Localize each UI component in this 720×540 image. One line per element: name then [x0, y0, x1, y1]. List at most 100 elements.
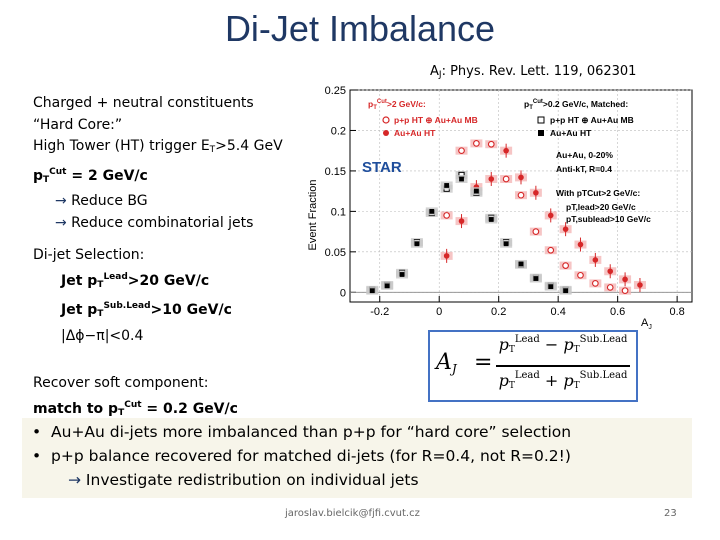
dijet-selection-heading: Di-jet Selection: — [33, 247, 145, 263]
formula-fraction-bar — [496, 365, 630, 367]
match-a: match to p — [33, 400, 119, 417]
pt-cut-sub: T — [43, 174, 50, 185]
legend-filled-circle-marker — [383, 130, 389, 136]
bullet-text-3: Investigate redistribution on individual… — [81, 471, 419, 489]
jet-lead-b: >20 GeV/c — [127, 272, 210, 289]
legend-left-entry-1: Au+Au HT — [394, 128, 436, 138]
formula-den-sublead: Sub.Lead — [579, 370, 628, 381]
constituents-line: Charged + neutral constituents — [33, 95, 254, 111]
x-tick-label: 0.4 — [551, 306, 566, 318]
recover-block: Recover soft component: match to pTCut =… — [33, 373, 238, 424]
legend-right-header: pTCut>0.2 GeV/c, Matched: — [524, 99, 628, 111]
data-point — [414, 241, 420, 247]
info-line-4: pT,sublead>10 GeV/c — [566, 214, 651, 224]
ht-trigger-a: High Tower (HT) trigger E — [33, 138, 210, 154]
hard-core-line: “Hard Core:” — [33, 116, 123, 133]
ht-trigger-line: High Tower (HT) trigger ET>5.4 GeV — [33, 136, 283, 162]
formula-num-t2: T — [573, 345, 580, 355]
info-line-1: Anti-kT, R=0.4 — [556, 164, 612, 174]
legend-left-header-sup: Cut — [377, 99, 387, 105]
data-point — [637, 282, 643, 288]
dijet-selection-block: Di-jet Selection: Jet pTLead>20 GeV/c Je… — [33, 245, 232, 347]
x-tick-label: 0 — [436, 306, 442, 318]
conclusions-box: • Au+Au di-jets more imbalanced than p+p… — [22, 418, 692, 498]
legend-left-entry-0: p+p HT ⊕ Au+Au MB — [394, 115, 478, 125]
data-point — [533, 276, 539, 281]
reduce-bg-line: → Reduce BG — [33, 191, 283, 213]
ht-trigger-b: >5.4 GeV — [215, 138, 283, 154]
data-point — [518, 174, 524, 181]
data-point — [487, 140, 495, 148]
data-point — [473, 188, 479, 194]
legend-right-entry-0: p+p HT ⊕ Au+Au MB — [550, 115, 634, 125]
jet-sub-sup: Sub.Lead — [103, 301, 151, 311]
data-point — [562, 226, 569, 232]
y-tick-label: 0.2 — [331, 125, 346, 137]
legend-left: pTCut>2 GeV/c: p+p HT ⊕ Au+Au MB Au+Au H… — [368, 99, 478, 138]
data-point — [444, 183, 450, 188]
data-point — [443, 212, 451, 219]
y-tick-label: 0 — [340, 287, 346, 299]
legend-left-header-b: >2 GeV/c: — [387, 99, 426, 109]
ref-sub: J — [438, 70, 442, 80]
x-tick-label: -0.2 — [370, 306, 389, 318]
data-point — [548, 284, 554, 290]
legend-left-header-sub: T — [373, 105, 377, 111]
x-tick-label: 0.6 — [610, 306, 625, 318]
jet-sub-sub: T — [97, 309, 104, 319]
data-point — [502, 175, 510, 183]
legend-open-circle-marker — [382, 116, 390, 124]
ht-trigger-sub: T — [209, 145, 216, 155]
data-point — [562, 262, 569, 269]
reduce-bg-text: Reduce BG — [66, 193, 148, 209]
info-line-0: Au+Au, 0-20% — [556, 150, 613, 160]
legend-right-header-b: >0.2 GeV/c, Matched: — [543, 99, 628, 109]
bullet-item-2: • p+p balance recovered for matched di-j… — [32, 447, 571, 465]
ref-prefix: A — [430, 64, 439, 79]
star-label: STAR — [362, 159, 402, 176]
data-point — [443, 253, 450, 259]
y-tick-label: 0.15 — [325, 166, 346, 178]
match-b: = 0.2 GeV/c — [141, 400, 238, 417]
data-point — [488, 176, 495, 182]
info-line-2: With pTCut>2 GeV/c: — [556, 188, 640, 198]
bullet-item-1: • Au+Au di-jets more imbalanced than p+p… — [32, 423, 571, 441]
formula-den-p1: p — [498, 371, 509, 390]
jet-sub-a: Jet p — [61, 302, 98, 318]
data-point — [606, 284, 614, 291]
aj-formula-box: AJ = pTLead − pTSub.Lead pTLead + pTSub.… — [428, 330, 638, 402]
data-point — [369, 288, 375, 294]
bullet-text-1: Au+Au di-jets more imbalanced than p+p f… — [51, 423, 572, 441]
jet-lead-sup: Lead — [103, 271, 128, 282]
pt-cut-line: pTCut = 2 GeV/c — [33, 162, 283, 192]
formula-den-p2: p — [563, 371, 574, 390]
aj-distribution-chart: 0 0.05 0.1 0.15 0.2 0.25 -0.2 0 0.2 0.4 0.6 0.8 STA… — [307, 85, 693, 330]
data-point — [533, 189, 539, 196]
data-point — [563, 288, 569, 294]
formula-num-minus: − — [544, 335, 559, 354]
legend-left-header-a: p — [368, 99, 373, 109]
match-line: match to pTCut = 0.2 GeV/c — [33, 395, 238, 425]
footer-email: jaroslav.bielcik@fjfi.cvut.cz — [285, 508, 420, 519]
formula-num-lead: Lead — [514, 334, 540, 345]
data-point — [591, 280, 599, 287]
reference-citation: AJ: Phys. Rev. Lett. 119, 062301 — [430, 64, 636, 80]
data-point — [547, 246, 555, 254]
formula-den-t2: T — [573, 381, 580, 391]
x-axis-label-main: A — [641, 317, 649, 329]
pt-cut-sup: Cut — [49, 166, 67, 177]
data-point — [503, 147, 509, 154]
data-point — [429, 208, 435, 214]
data-point — [384, 283, 390, 289]
ref-text: : Phys. Rev. Lett. 119, 062301 — [441, 64, 637, 79]
y-tick-label: 0.25 — [325, 85, 346, 97]
y-tick-label: 0.1 — [331, 206, 346, 218]
arrow-icon: → — [55, 214, 67, 231]
legend-right-header-sub: T — [529, 105, 533, 111]
arrow-icon: → — [68, 471, 81, 489]
formula-equals: = — [474, 350, 493, 375]
jet-lead-sub: T — [97, 279, 104, 290]
data-point — [473, 140, 480, 147]
info-text: Au+Au, 0-20% Anti-kT, R=0.4 With pTCut>2… — [556, 150, 651, 224]
jet-lead-line: Jet pTLead>20 GeV/c — [33, 267, 232, 297]
